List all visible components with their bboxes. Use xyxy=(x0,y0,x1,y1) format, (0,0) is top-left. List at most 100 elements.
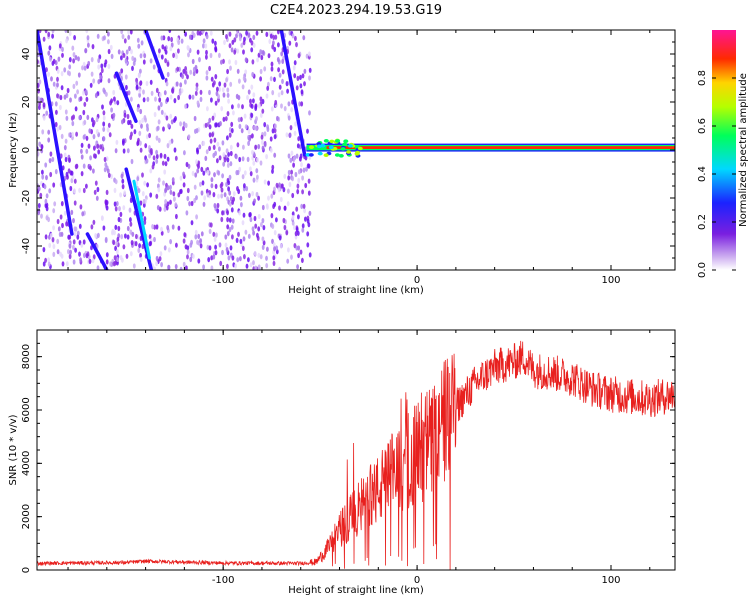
noise-cell xyxy=(79,257,82,263)
noise-cell xyxy=(139,108,143,115)
noise-cell xyxy=(54,101,58,107)
noise-cell xyxy=(70,170,74,176)
noise-cell xyxy=(138,130,142,136)
y-tick-label: 8000 xyxy=(21,344,32,369)
noise-cell xyxy=(247,89,251,95)
noise-cell xyxy=(88,128,92,134)
noise-cell xyxy=(60,201,64,207)
noise-cell xyxy=(168,30,172,33)
noise-cell xyxy=(253,215,257,222)
noise-cell xyxy=(228,201,232,207)
noise-cell xyxy=(197,258,201,264)
noise-cell xyxy=(230,121,234,127)
noise-cell xyxy=(155,135,159,141)
noise-cell xyxy=(44,30,48,34)
noise-cell xyxy=(131,55,135,62)
noise-cell xyxy=(42,247,46,253)
noise-cell xyxy=(305,166,308,172)
noise-cell xyxy=(243,254,246,260)
noise-cell xyxy=(213,203,217,209)
noise-cell xyxy=(117,225,121,232)
noise-cell xyxy=(208,132,212,138)
noise-cell xyxy=(166,61,170,67)
noise-cell xyxy=(225,247,229,253)
noise-cell xyxy=(42,102,46,108)
noise-cell xyxy=(205,49,208,56)
noise-cell xyxy=(122,205,126,211)
noise-cell xyxy=(182,121,186,127)
noise-cell xyxy=(236,48,240,54)
noise-cell xyxy=(300,89,304,95)
noise-cell xyxy=(63,210,67,216)
noise-cell xyxy=(107,172,111,178)
noise-cell xyxy=(68,157,71,163)
noise-cell xyxy=(288,132,292,138)
noise-cell xyxy=(226,92,230,98)
noise-cell xyxy=(166,97,170,103)
noise-cell xyxy=(255,116,258,122)
noise-cell xyxy=(39,97,43,103)
noise-cell xyxy=(115,201,119,207)
noise-cell xyxy=(126,234,130,240)
noise-cell xyxy=(131,65,134,71)
noise-cell xyxy=(153,236,156,243)
noise-cell xyxy=(76,230,80,236)
noise-cell xyxy=(280,103,283,109)
noise-cell xyxy=(208,228,212,234)
noise-cell xyxy=(228,31,232,37)
noise-cell xyxy=(72,114,75,120)
noise-cell xyxy=(122,148,126,154)
noise-cell xyxy=(184,31,188,37)
noise-cell xyxy=(164,58,168,64)
noise-cell xyxy=(221,140,225,146)
noise-cell xyxy=(166,143,170,149)
noise-cell xyxy=(173,98,177,104)
noise-cell xyxy=(226,231,230,237)
noise-cell xyxy=(260,134,264,140)
noise-cell xyxy=(91,258,95,264)
noise-cell xyxy=(140,123,143,129)
noise-cell xyxy=(177,39,181,46)
noise-cell xyxy=(59,104,62,111)
noise-cell xyxy=(226,210,230,216)
noise-cell xyxy=(121,257,124,263)
noise-cell xyxy=(184,122,188,129)
noise-cell xyxy=(59,214,63,220)
noise-cell xyxy=(73,188,76,194)
noise-cell xyxy=(83,101,87,107)
noise-cell xyxy=(277,30,280,35)
carrier-blob xyxy=(347,144,353,148)
noise-cell xyxy=(283,224,287,231)
noise-cell xyxy=(297,136,301,142)
noise-cell xyxy=(210,76,214,82)
noise-cell xyxy=(267,180,270,186)
noise-cell xyxy=(117,216,121,223)
noise-cell xyxy=(136,176,140,182)
noise-cell xyxy=(214,100,218,106)
noise-cell xyxy=(155,149,159,155)
noise-cell xyxy=(243,36,246,42)
spectrogram-xlabel: Height of straight line (km) xyxy=(288,285,424,296)
noise-cell xyxy=(189,34,192,40)
noise-cell xyxy=(71,120,75,127)
noise-cell xyxy=(185,265,188,270)
noise-cell xyxy=(166,71,170,78)
noise-cell xyxy=(37,96,40,102)
noise-cell xyxy=(52,58,56,64)
noise-cell xyxy=(298,101,302,107)
noise-cell xyxy=(198,144,202,150)
noise-cell xyxy=(227,98,231,104)
noise-cell xyxy=(85,183,88,189)
noise-cell xyxy=(105,252,109,258)
noise-cell xyxy=(73,226,77,232)
noise-cell xyxy=(248,192,251,198)
noise-cell xyxy=(258,266,261,270)
noise-cell xyxy=(273,46,277,53)
noise-cell xyxy=(52,208,56,214)
noise-cell xyxy=(271,44,275,50)
noise-cell xyxy=(283,173,287,179)
noise-cell xyxy=(90,224,94,230)
noise-cell xyxy=(119,211,123,217)
noise-cell xyxy=(294,171,298,178)
noise-cell xyxy=(86,114,90,120)
